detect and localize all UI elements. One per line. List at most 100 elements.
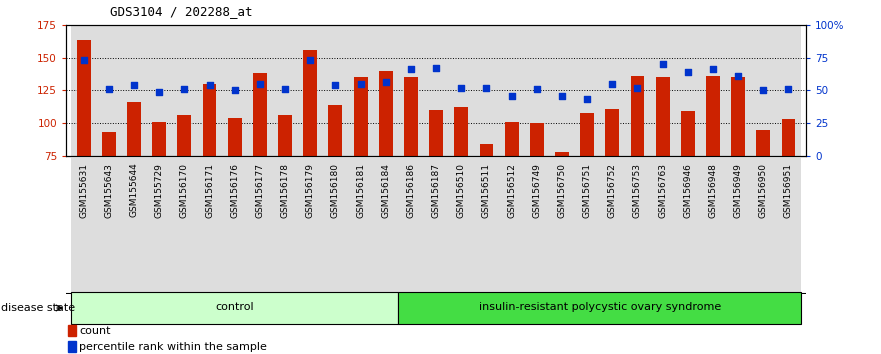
Point xyxy=(455,85,469,91)
Point xyxy=(278,86,292,92)
Point xyxy=(479,85,493,91)
Bar xyxy=(429,110,443,156)
Bar xyxy=(751,25,776,156)
Text: percentile rank within the sample: percentile rank within the sample xyxy=(79,342,267,352)
Bar xyxy=(474,25,499,156)
Point xyxy=(781,86,796,92)
Bar xyxy=(272,156,298,294)
Bar xyxy=(353,77,367,156)
Text: GSM156949: GSM156949 xyxy=(734,163,743,218)
Bar xyxy=(96,25,122,156)
Bar xyxy=(448,25,474,156)
Text: GSM156170: GSM156170 xyxy=(180,163,189,218)
Bar xyxy=(574,156,600,294)
Text: GSM156187: GSM156187 xyxy=(432,163,440,218)
Point xyxy=(403,67,418,72)
Bar xyxy=(329,105,343,156)
Bar xyxy=(228,118,241,156)
Point xyxy=(529,86,544,92)
Bar xyxy=(675,156,700,294)
Text: GDS3104 / 202288_at: GDS3104 / 202288_at xyxy=(110,5,253,18)
Text: GSM156186: GSM156186 xyxy=(406,163,416,218)
Bar xyxy=(197,25,222,156)
Bar xyxy=(650,25,675,156)
Text: GSM155631: GSM155631 xyxy=(79,163,88,218)
Bar xyxy=(398,156,424,294)
Point xyxy=(329,82,343,88)
Bar xyxy=(655,77,670,156)
Bar xyxy=(605,109,619,156)
Text: GSM156178: GSM156178 xyxy=(280,163,290,218)
Bar xyxy=(505,122,519,156)
Bar xyxy=(555,152,569,156)
Bar xyxy=(172,156,197,294)
Point xyxy=(580,97,594,102)
Bar xyxy=(348,25,374,156)
Bar xyxy=(348,156,374,294)
Text: control: control xyxy=(216,302,254,312)
Point xyxy=(756,87,770,93)
Bar xyxy=(172,25,197,156)
Bar xyxy=(96,156,122,294)
Text: GSM156179: GSM156179 xyxy=(306,163,315,218)
Text: disease state: disease state xyxy=(1,303,75,313)
Bar xyxy=(374,25,398,156)
Text: count: count xyxy=(79,326,111,336)
Bar xyxy=(424,25,448,156)
Point xyxy=(631,85,645,91)
Text: GSM156177: GSM156177 xyxy=(255,163,264,218)
Point xyxy=(505,93,519,98)
Bar xyxy=(499,156,524,294)
Bar xyxy=(675,25,700,156)
Bar xyxy=(550,156,574,294)
Bar xyxy=(298,25,322,156)
Point xyxy=(555,93,569,98)
Text: GSM156750: GSM156750 xyxy=(558,163,566,218)
Bar xyxy=(631,76,644,156)
Bar xyxy=(222,156,248,294)
Bar xyxy=(700,156,726,294)
Text: GSM156184: GSM156184 xyxy=(381,163,390,218)
Point xyxy=(227,87,241,93)
Bar xyxy=(248,156,272,294)
Text: GSM156749: GSM156749 xyxy=(532,163,541,218)
Bar xyxy=(197,156,222,294)
Bar xyxy=(122,156,146,294)
Bar xyxy=(322,156,348,294)
Point xyxy=(655,61,670,67)
Bar xyxy=(404,77,418,156)
Bar xyxy=(681,111,695,156)
Bar xyxy=(122,25,146,156)
Text: GSM156948: GSM156948 xyxy=(708,163,717,218)
Text: GSM156511: GSM156511 xyxy=(482,163,491,218)
Bar xyxy=(479,144,493,156)
Point xyxy=(77,57,91,63)
Bar xyxy=(77,40,91,156)
Point xyxy=(353,81,367,86)
Bar xyxy=(625,156,650,294)
Bar xyxy=(146,25,172,156)
Bar xyxy=(524,156,550,294)
Bar xyxy=(374,156,398,294)
Text: GSM156510: GSM156510 xyxy=(456,163,466,218)
Bar xyxy=(499,25,524,156)
Bar xyxy=(776,25,801,156)
Point xyxy=(253,81,267,86)
Text: GSM155729: GSM155729 xyxy=(155,163,164,218)
Bar xyxy=(71,25,96,156)
Bar xyxy=(726,25,751,156)
Bar xyxy=(68,325,76,336)
Bar xyxy=(474,156,499,294)
Bar xyxy=(68,341,76,353)
Bar xyxy=(71,156,96,294)
Bar xyxy=(424,156,448,294)
Text: GSM156180: GSM156180 xyxy=(331,163,340,218)
Bar xyxy=(625,25,650,156)
Point xyxy=(303,57,317,63)
Bar xyxy=(272,25,298,156)
Bar xyxy=(650,156,675,294)
Text: GSM155644: GSM155644 xyxy=(130,163,138,217)
Text: GSM156176: GSM156176 xyxy=(230,163,240,218)
Point xyxy=(706,67,720,72)
Bar xyxy=(600,25,625,156)
